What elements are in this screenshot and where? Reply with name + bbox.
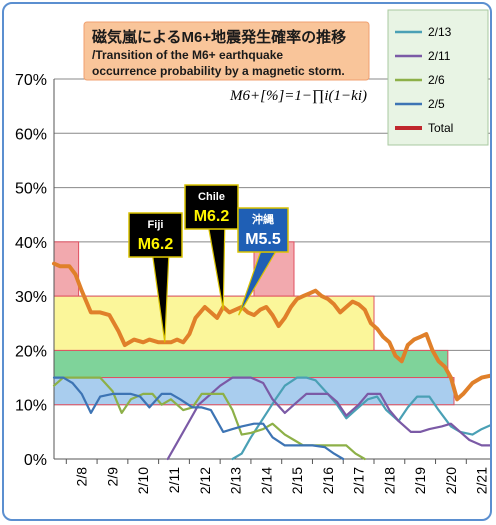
legend-label: 2/11: [428, 49, 451, 63]
formula-label: M6+[%]=1−∏i(1−ki): [229, 88, 367, 104]
x-tick-label: 2/14: [258, 467, 274, 494]
chart-svg: 0% 10% 20% 30% 40% 50% 60% 70% 2/8 2/9 2/10 2/11 2/1…: [15, 9, 490, 494]
callout-box: [128, 212, 183, 258]
y-tick-label: 70%: [15, 72, 47, 89]
legend-label: 2/13: [428, 25, 452, 39]
probability-band: [53, 295, 375, 351]
x-tick-label: 2/21: [474, 467, 490, 494]
callout-box: [237, 207, 289, 253]
x-tick-label: 2/10: [135, 467, 151, 494]
x-tick-label: 2/12: [197, 467, 213, 494]
chart-frame: 0% 10% 20% 30% 40% 50% 60% 70% 2/8 2/9 2/10 2/11 2/1…: [2, 2, 492, 521]
y-tick-label: 40%: [15, 235, 47, 252]
callout-place: Fiji: [148, 219, 164, 231]
probability-band: [53, 241, 80, 297]
x-tick-label: 2/19: [412, 467, 428, 494]
callout-place: Chile: [198, 191, 225, 203]
x-tick-label: 2/13: [228, 467, 244, 494]
x-tick-label: 2/8: [74, 467, 90, 487]
x-tick-label: 2/18: [381, 467, 397, 494]
chart-subtitle-line-2: occurrence probability by a magnetic sto…: [92, 64, 345, 78]
y-tick-label: 10%: [15, 398, 47, 415]
callout-magnitude: M5.5: [245, 231, 281, 248]
chart-title: 磁気嵐によるM6+地震発生確率の推移: [92, 28, 346, 46]
chart-subtitle-line-1: /Transition of the M6+ earthquake: [92, 48, 283, 62]
x-tick-label: 2/15: [289, 467, 305, 494]
callout-place: 沖縄: [252, 212, 274, 226]
series-line-2-5: [52, 376, 345, 461]
legend-label: Total: [428, 121, 453, 135]
x-tick-label: 2/11: [166, 467, 182, 493]
probability-band: [53, 349, 449, 379]
y-tick-label: 50%: [15, 181, 47, 198]
x-tick-label: 2/16: [320, 467, 336, 494]
x-tick-label: 2/17: [351, 467, 367, 494]
series-line-2-11: [166, 376, 490, 461]
x-tick-label: 2/9: [104, 467, 120, 487]
callout-magnitude: M6.2: [194, 208, 230, 225]
y-tick-label: 30%: [15, 289, 47, 306]
callout-magnitude: M6.2: [138, 236, 174, 253]
series-line-Total: [52, 261, 490, 402]
y-tick-label: 20%: [15, 343, 47, 360]
y-tick-label: 0%: [24, 452, 47, 469]
x-tick-label: 2/20: [443, 467, 459, 494]
title-box: [83, 21, 370, 81]
y-tick-label: 60%: [15, 126, 47, 143]
callout-box: [184, 184, 239, 230]
legend-label: 2/6: [428, 73, 445, 87]
legend-label: 2/5: [428, 97, 445, 111]
probability-band: [53, 377, 455, 406]
